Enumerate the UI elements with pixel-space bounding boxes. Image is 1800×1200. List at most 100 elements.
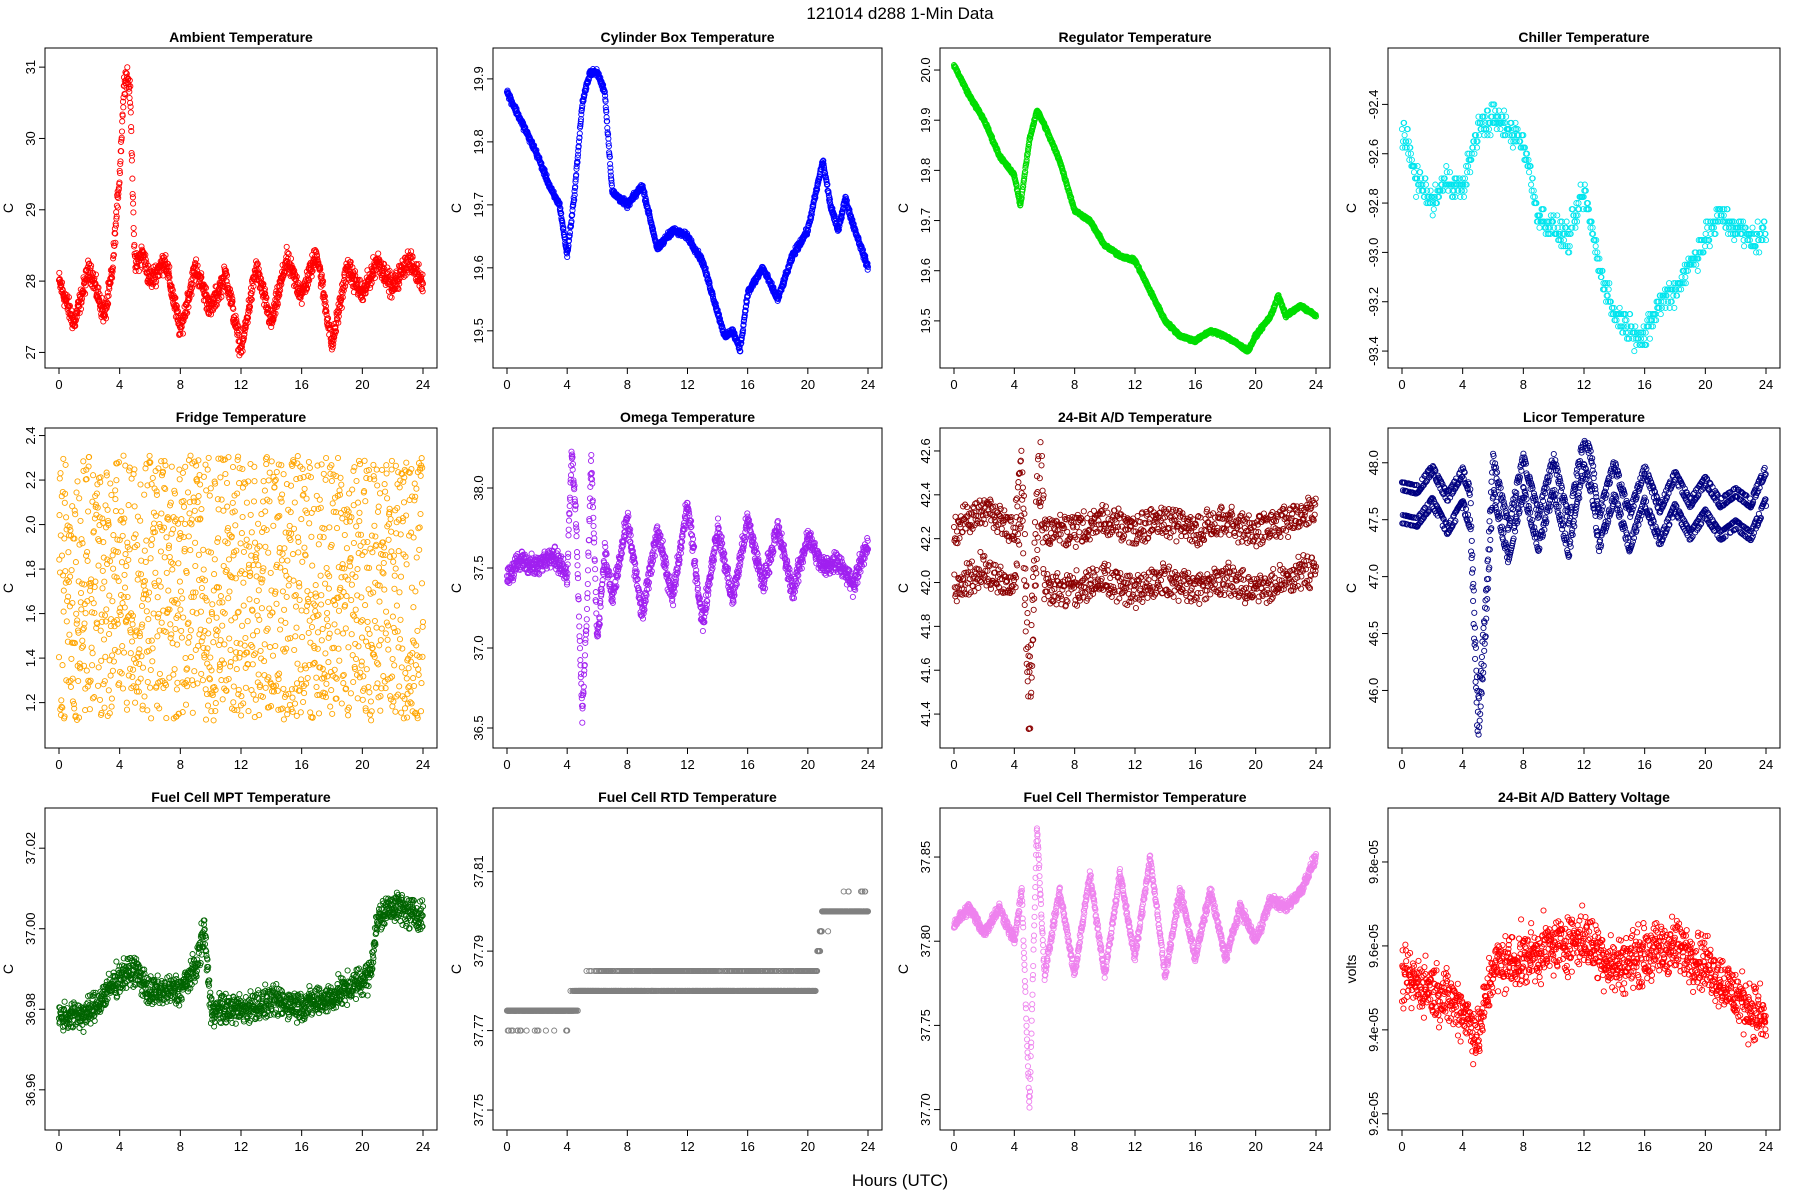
data-point xyxy=(1446,169,1453,176)
data-point xyxy=(121,91,129,98)
data-point xyxy=(106,283,113,290)
data-point xyxy=(248,296,255,303)
data-points xyxy=(1398,101,1770,355)
data-point xyxy=(124,64,131,71)
data-point xyxy=(108,274,115,281)
data-point xyxy=(127,83,134,90)
x-tick-label: 20 xyxy=(355,377,369,392)
data-point xyxy=(232,323,239,330)
data-point xyxy=(135,268,142,275)
data-point xyxy=(56,269,63,276)
data-point xyxy=(180,317,187,324)
data-point xyxy=(113,213,120,220)
data-point xyxy=(229,298,236,305)
chart-title-cylinder-box-temperature: Cylinder Box Temperature xyxy=(600,29,774,45)
data-point xyxy=(1497,126,1504,133)
data-point xyxy=(263,294,270,301)
data-point xyxy=(232,312,239,319)
data-point xyxy=(126,83,133,91)
chart-title-chiller-temperature: Chiller Temperature xyxy=(1518,29,1649,45)
data-point xyxy=(216,288,223,295)
data-point xyxy=(230,305,237,312)
data-point xyxy=(283,243,290,250)
data-point xyxy=(244,314,252,321)
data-point xyxy=(298,300,305,307)
data-point xyxy=(246,308,253,315)
x-tick-label: 0 xyxy=(55,377,62,392)
data-point xyxy=(129,175,136,182)
x-tick-label: 12 xyxy=(1128,377,1142,392)
data-point xyxy=(1432,181,1439,188)
data-point xyxy=(112,222,119,229)
data-point xyxy=(105,292,112,299)
x-axis: 0 4 8 12 16 20 24 xyxy=(950,368,1323,392)
y-tick-label: 27 xyxy=(23,345,38,359)
data-point xyxy=(201,283,209,290)
data-point xyxy=(131,241,138,248)
data-points xyxy=(950,62,1320,355)
data-point xyxy=(113,215,120,222)
data-point xyxy=(114,204,121,211)
data-point xyxy=(123,70,130,77)
data-point xyxy=(130,200,137,207)
y-tick-label: 19.5 xyxy=(918,308,933,333)
x-tick-label: 12 xyxy=(234,377,248,392)
x-axis: 0 4 8 12 16 20 24 xyxy=(55,368,430,392)
data-point xyxy=(223,278,230,285)
data-point xyxy=(179,330,186,337)
data-point xyxy=(1460,193,1468,200)
data-point xyxy=(127,99,134,106)
data-point xyxy=(1410,169,1418,176)
y-tick-label: 19.8 xyxy=(918,158,933,183)
data-point xyxy=(184,309,191,316)
y-tick-label: 19.7 xyxy=(918,208,933,233)
data-point xyxy=(202,284,210,291)
data-point xyxy=(104,289,111,296)
x-tick-label: 4 xyxy=(564,377,571,392)
data-point xyxy=(244,319,251,326)
y-tick-label: 19.9 xyxy=(471,66,486,91)
y-tick-label: 19.9 xyxy=(918,108,933,133)
y-tick-label: 20.0 xyxy=(918,57,933,82)
data-point xyxy=(112,239,119,246)
data-point xyxy=(1430,206,1437,213)
data-point xyxy=(284,249,291,256)
data-point xyxy=(193,256,200,263)
data-point xyxy=(273,303,280,310)
data-point xyxy=(223,272,231,279)
data-point xyxy=(130,224,137,232)
data-point xyxy=(270,315,277,322)
data-point xyxy=(130,231,137,238)
data-point xyxy=(98,294,105,301)
data-point xyxy=(115,194,122,202)
data-point xyxy=(1413,193,1420,200)
data-point xyxy=(128,149,135,157)
data-point xyxy=(226,286,234,293)
data-point xyxy=(241,328,248,335)
data-point xyxy=(121,90,128,97)
chart-title-ambient-temperature: Ambient Temperature xyxy=(169,29,313,45)
data-point xyxy=(1592,243,1599,250)
data-point xyxy=(65,294,72,301)
data-point xyxy=(102,315,110,322)
data-point xyxy=(118,128,126,135)
data-point xyxy=(604,118,611,125)
x-tick-label: 16 xyxy=(740,377,754,392)
data-point xyxy=(85,257,92,264)
data-point xyxy=(72,317,79,324)
data-point xyxy=(240,335,247,342)
data-point xyxy=(125,81,132,88)
data-point xyxy=(78,299,85,306)
data-point xyxy=(156,272,163,279)
x-tick-label: 24 xyxy=(416,377,430,392)
data-point xyxy=(129,152,136,159)
data-point xyxy=(262,297,269,304)
data-point xyxy=(233,319,240,326)
y-tick-label: 19.8 xyxy=(471,129,486,154)
data-point xyxy=(229,295,236,302)
data-point xyxy=(126,94,133,102)
data-point xyxy=(242,324,249,332)
figure-xlabel: Hours (UTC) xyxy=(852,1171,948,1190)
